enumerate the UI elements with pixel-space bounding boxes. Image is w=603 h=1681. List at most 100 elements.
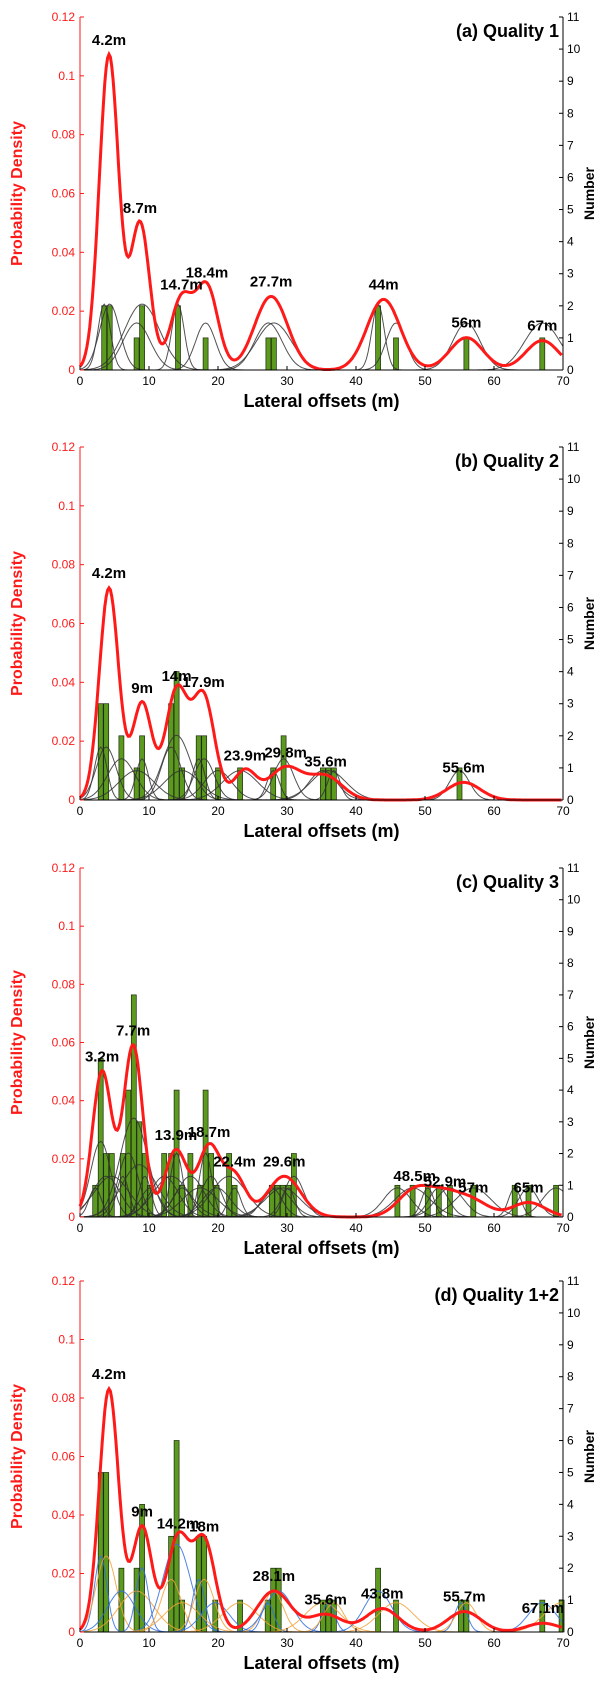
- right-y-tick-label: 10: [567, 472, 581, 486]
- left-y-tick-label: 0.06: [52, 1036, 76, 1050]
- x-tick-label: 50: [418, 804, 432, 818]
- histogram-bar: [265, 337, 272, 371]
- panel-title: (b) Quality 2: [455, 451, 559, 471]
- x-tick-label: 70: [556, 804, 570, 818]
- panel-title: (a) Quality 1: [456, 21, 559, 41]
- component-curve: [80, 322, 563, 371]
- peak-label: 4.2m: [92, 1366, 126, 1383]
- histogram-bar: [142, 1153, 148, 1218]
- histogram-bar: [101, 305, 108, 371]
- chart-panel-4: 0 10 20 30 40 50 60 7000.020.040.060.080.10.120…: [9, 1274, 597, 1673]
- right-y-tick-label: 7: [567, 568, 574, 582]
- x-axis-label: Lateral offsets (m): [243, 391, 399, 411]
- right-y-tick-label: 9: [567, 1338, 574, 1352]
- peak-label: 18m: [189, 1518, 219, 1535]
- right-y-tick-label: 11: [567, 440, 580, 454]
- peak-label: 17.9m: [182, 674, 225, 691]
- peak-label: 13.9m: [155, 1127, 198, 1144]
- pdf-curve: [78, 1043, 562, 1219]
- right-y-axis-label: Number: [581, 1016, 597, 1069]
- left-y-tick-label: 0.02: [52, 304, 76, 318]
- chart-panel-1: 0 10 20 30 40 50 60 7000.020.040.060.080.10.120…: [9, 10, 597, 411]
- left-y-tick-label: 0.12: [52, 10, 76, 24]
- x-tick-label: 40: [349, 1221, 363, 1235]
- right-y-tick-label: 0: [567, 1625, 574, 1639]
- x-tick-label: 0: [77, 804, 84, 818]
- histogram-bar: [539, 337, 546, 371]
- peak-label: 4.2m: [92, 32, 126, 49]
- peak-label: 8.7m: [123, 200, 157, 217]
- right-y-tick-label: 6: [567, 600, 574, 614]
- x-tick-label: 0: [77, 374, 84, 388]
- x-tick-label: 30: [280, 1221, 294, 1235]
- right-y-tick-label: 2: [567, 729, 574, 743]
- x-tick-label: 20: [211, 1636, 225, 1650]
- left-y-tick-label: 0.12: [52, 861, 76, 875]
- left-y-tick-label: 0.08: [52, 977, 76, 991]
- histogram-bar: [103, 1472, 110, 1633]
- right-y-tick-label: 7: [567, 138, 574, 152]
- right-y-tick-label: 2: [567, 1561, 574, 1575]
- left-y-tick-label: 0: [68, 1210, 75, 1224]
- histogram-bar: [271, 337, 277, 371]
- histogram-bar: [133, 337, 140, 371]
- right-y-axis-label: Number: [581, 1430, 597, 1483]
- left-y-tick-label: 0.08: [52, 558, 76, 572]
- right-y-tick-label: 9: [567, 504, 574, 518]
- histogram-bar: [97, 703, 104, 801]
- x-tick-label: 60: [487, 374, 501, 388]
- left-y-tick-label: 0.02: [52, 1567, 76, 1581]
- right-y-axis-label: Number: [581, 597, 597, 650]
- x-tick-label: 50: [418, 1636, 432, 1650]
- x-axis-label: Lateral offsets (m): [243, 1653, 399, 1673]
- right-y-tick-label: 5: [567, 633, 574, 647]
- right-y-tick-label: 1: [567, 1593, 574, 1607]
- x-tick-label: 20: [211, 1221, 225, 1235]
- right-y-tick-label: 11: [567, 1274, 580, 1288]
- peak-label: 23.9m: [224, 748, 267, 765]
- histogram-bar: [118, 735, 125, 801]
- right-y-tick-label: 0: [567, 363, 574, 377]
- left-y-tick-label: 0.1: [58, 1333, 75, 1347]
- left-y-axis-label: Probability Density: [9, 551, 26, 696]
- peak-label: 48.5m: [393, 1168, 436, 1185]
- peak-label: 14.2m: [157, 1515, 200, 1532]
- x-tick-label: 30: [280, 804, 294, 818]
- left-y-tick-label: 0.06: [52, 617, 76, 631]
- peak-label: 52.9m: [424, 1174, 467, 1191]
- right-y-tick-label: 3: [567, 697, 574, 711]
- pdf-curve: [79, 585, 562, 802]
- x-tick-label: 20: [211, 374, 225, 388]
- right-y-tick-label: 8: [567, 1370, 574, 1384]
- x-tick-label: 30: [280, 374, 294, 388]
- peak-label: 22.4m: [213, 1153, 256, 1170]
- right-y-tick-label: 5: [567, 1051, 574, 1065]
- peak-label: 9m: [131, 680, 153, 697]
- right-y-tick-label: 6: [567, 1020, 574, 1034]
- peak-label: 65m: [513, 1179, 543, 1196]
- x-tick-label: 60: [487, 1221, 501, 1235]
- right-y-tick-label: 3: [567, 267, 574, 281]
- histogram-bar: [393, 337, 399, 371]
- left-y-tick-label: 0.04: [52, 245, 76, 259]
- x-tick-label: 60: [487, 804, 501, 818]
- right-y-tick-label: 4: [567, 235, 574, 249]
- x-tick-label: 50: [418, 1221, 432, 1235]
- x-axis-label: Lateral offsets (m): [243, 821, 399, 841]
- pdf-curve: [78, 1385, 563, 1632]
- peak-label: 18.4m: [186, 265, 229, 282]
- left-y-tick-label: 0: [68, 363, 75, 377]
- peak-label: 55.7m: [443, 1589, 486, 1606]
- left-y-tick-label: 0.02: [52, 734, 76, 748]
- right-y-tick-label: 1: [567, 761, 574, 775]
- x-tick-label: 40: [349, 1636, 363, 1650]
- x-tick-label: 40: [349, 374, 363, 388]
- x-tick-label: 0: [77, 1221, 84, 1235]
- right-y-tick-label: 2: [567, 1147, 574, 1161]
- left-y-tick-label: 0.1: [58, 919, 75, 933]
- right-y-tick-label: 8: [567, 106, 574, 120]
- peak-label: 56m: [451, 315, 481, 332]
- panel-title: (d) Quality 1+2: [434, 1285, 559, 1305]
- x-tick-label: 10: [142, 1221, 156, 1235]
